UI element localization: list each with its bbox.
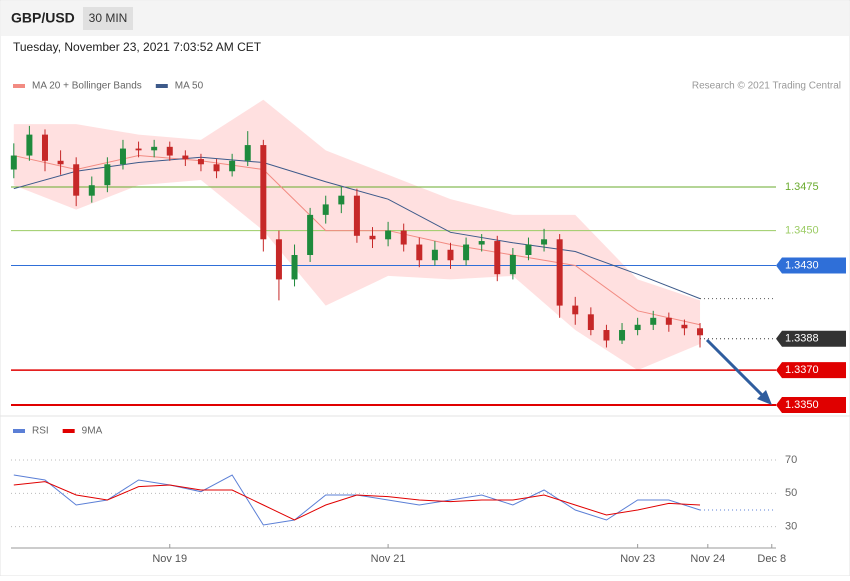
candle-body xyxy=(385,230,392,240)
rsi-line xyxy=(13,481,701,521)
candle-body xyxy=(478,241,485,245)
candle-body xyxy=(400,230,407,245)
legend-label: MA 50 xyxy=(175,81,204,92)
candle-body xyxy=(322,204,329,215)
candle-body xyxy=(525,244,532,255)
candle-body xyxy=(681,324,688,329)
candle-body xyxy=(182,155,189,160)
candle-body xyxy=(244,145,251,161)
y-tick-label: 70 xyxy=(785,454,797,466)
level-box xyxy=(776,397,846,414)
candle-body xyxy=(650,317,657,325)
legend-swatch xyxy=(13,84,25,88)
candle-body xyxy=(119,148,126,165)
candle-body xyxy=(665,317,672,325)
candle-body xyxy=(151,146,158,151)
candle-body xyxy=(353,195,360,236)
candle-body xyxy=(463,244,470,261)
candle-body xyxy=(41,134,48,161)
candle-body xyxy=(229,160,236,172)
candle-body xyxy=(26,134,33,156)
candle-body xyxy=(587,314,594,331)
candle-body xyxy=(260,145,267,240)
candle-body xyxy=(431,249,438,261)
legend-swatch xyxy=(155,84,168,88)
x-tick-label: Nov 24 xyxy=(690,553,725,565)
level-label: 1.3370 xyxy=(785,364,819,376)
candle-body xyxy=(634,324,641,331)
timeframe: 30 MIN xyxy=(89,11,128,25)
candle-body xyxy=(135,148,142,151)
x-tick-label: Nov 21 xyxy=(371,553,406,565)
level-label: 1.3388 xyxy=(785,333,819,345)
timeframe-box xyxy=(83,7,133,30)
candle-body xyxy=(697,328,704,336)
candle-body xyxy=(275,239,282,280)
candle-body xyxy=(166,146,173,156)
candle-body xyxy=(369,235,376,240)
candle-body xyxy=(556,239,563,306)
x-tick-label: Dec 8 xyxy=(757,553,786,565)
candle-body xyxy=(104,164,111,186)
level-label: 1.3350 xyxy=(785,399,819,411)
level-box xyxy=(776,330,846,347)
y-tick-label: 50 xyxy=(785,487,797,499)
level-box xyxy=(776,362,846,379)
candle-body xyxy=(291,255,298,280)
level-label: 1.3475 xyxy=(785,181,819,193)
candle-body xyxy=(213,164,220,172)
candle-body xyxy=(509,255,516,275)
candle-body xyxy=(603,330,610,341)
level-label: 1.3450 xyxy=(785,224,819,236)
legend-swatch xyxy=(13,429,25,433)
projection-arrow xyxy=(705,338,766,399)
level-box xyxy=(776,257,846,274)
candle-body xyxy=(416,244,423,261)
candle-body xyxy=(88,185,95,196)
legend-label: MA 20 + Bollinger Bands xyxy=(32,81,142,92)
candle-body xyxy=(197,159,204,165)
level-label: 1.3430 xyxy=(785,259,819,271)
header-bar xyxy=(1,1,849,36)
projection-arrowhead xyxy=(757,390,772,405)
candle-body xyxy=(307,214,314,255)
x-tick-label: Nov 19 xyxy=(152,553,187,565)
legend-label: 9MA xyxy=(82,426,103,437)
candle-body xyxy=(73,164,80,196)
credit: Research © 2021 Trading Central xyxy=(692,81,841,92)
candle-body xyxy=(494,241,501,275)
plot: 1.3475 1.3450 1.3430 1.3388 1.3370 1.3350 MA 2… xyxy=(10,81,846,565)
candle-body xyxy=(572,305,579,315)
legend-swatch xyxy=(62,429,75,433)
candle-body xyxy=(447,249,454,261)
candle-body xyxy=(338,195,345,205)
candle-body xyxy=(541,239,548,245)
symbol: GBP/USD xyxy=(11,10,75,26)
date: Tuesday, November 23, 2021 7:03:52 AM CE… xyxy=(13,40,262,54)
y-tick-label: 30 xyxy=(785,521,797,533)
candle-body xyxy=(619,330,626,341)
x-tick-label: Nov 23 xyxy=(620,553,655,565)
legend-label: RSI xyxy=(32,426,49,437)
candle-body xyxy=(10,155,17,170)
candle-body xyxy=(57,160,64,165)
